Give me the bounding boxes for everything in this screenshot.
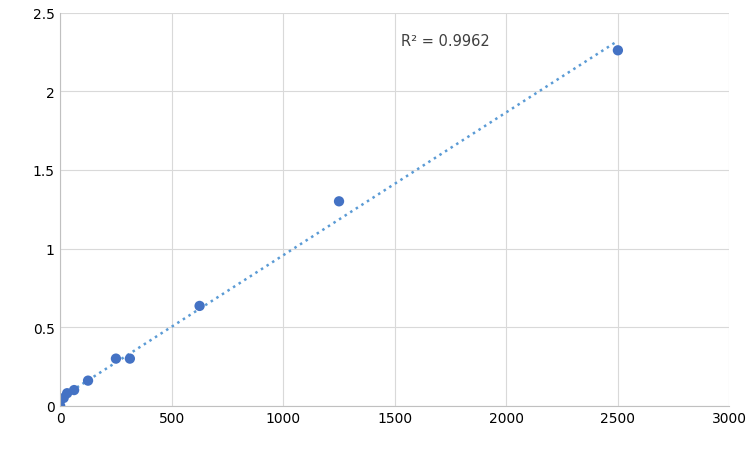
Point xyxy=(193,303,205,310)
Point xyxy=(110,355,122,363)
Point xyxy=(54,402,66,410)
Point xyxy=(612,48,624,55)
Point xyxy=(333,198,345,206)
Point xyxy=(82,377,94,384)
Point xyxy=(58,395,70,402)
Point xyxy=(61,390,73,397)
Point xyxy=(68,387,80,394)
Text: R² = 0.9962: R² = 0.9962 xyxy=(402,34,490,49)
Point xyxy=(124,355,136,363)
